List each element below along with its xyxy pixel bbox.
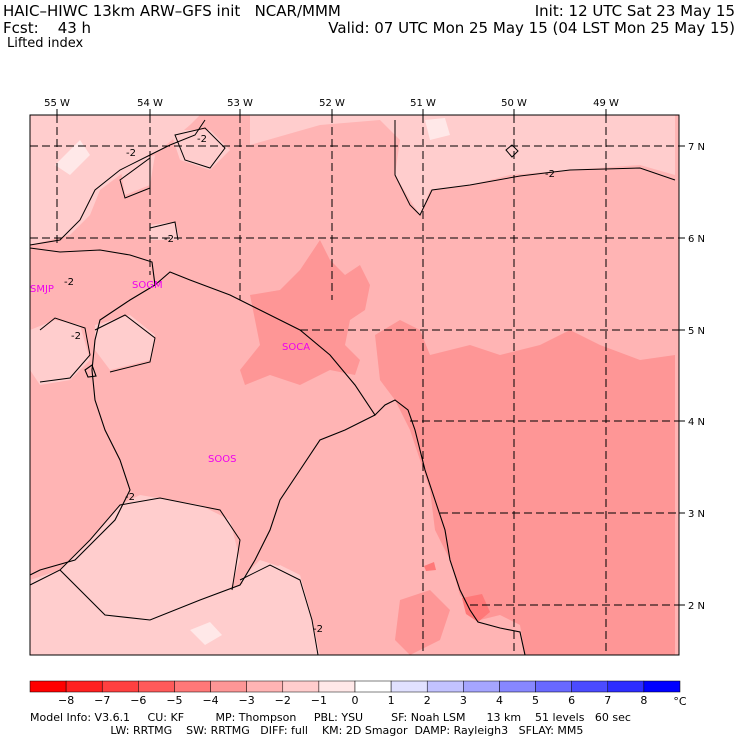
station-label: SMJP	[30, 284, 54, 295]
colorbar-tick-label: 1	[388, 694, 395, 707]
colorbar-tick-label: −2	[275, 694, 291, 707]
lat-label: 7 N	[688, 142, 705, 153]
colorbar-tick-label: −3	[239, 694, 255, 707]
lightest-regions	[55, 118, 450, 645]
contour-label: -2	[64, 277, 74, 288]
colorbar-swatch	[101, 680, 139, 693]
map-grid	[30, 115, 679, 655]
init-time: Init: 12 UTC Sat 23 May 15	[534, 2, 735, 20]
colorbar-tick-label: 2	[424, 694, 431, 707]
lat-label: 2 N	[688, 601, 705, 612]
colorbar-swatch	[571, 680, 609, 693]
forecast-hour: Fcst: 43 h	[3, 19, 92, 37]
contour-label: -2	[313, 624, 323, 635]
colorbar-unit: °C	[673, 695, 687, 708]
colorbar-swatch	[138, 680, 175, 693]
colorbar-swatch	[174, 680, 211, 693]
colorbar-swatch	[29, 680, 67, 693]
model-info-line2: LW: RRTMG SW: RRTMG DIFF: full KM: 2D Sm…	[30, 724, 584, 737]
model-info-line1: Model Info: V3.6.1 CU: KF MP: Thompson P…	[30, 711, 631, 724]
colorbar-tick-label: 3	[460, 694, 467, 707]
colorbar-swatch	[463, 680, 500, 693]
colorbar-tick-label: 8	[640, 694, 647, 707]
lon-label: 49 W	[593, 98, 619, 109]
colorbar-tick-label: −1	[311, 694, 327, 707]
contour-label: -2	[125, 492, 135, 503]
lat-label: 5 N	[688, 326, 705, 337]
coastline-borders	[29, 247, 526, 656]
colorbar-swatch	[246, 680, 284, 693]
field-name: Lifted index	[7, 36, 84, 51]
station-label: SOGM	[132, 280, 163, 291]
colorbar-tick-label: −4	[202, 694, 218, 707]
contour-label: -2	[71, 331, 81, 342]
colorbar-swatch	[210, 680, 247, 693]
lat-label: 3 N	[688, 509, 705, 520]
lon-label: 51 W	[410, 98, 436, 109]
valid-time: Valid: 07 UTC Mon 25 May 15 (04 LST Mon …	[328, 19, 735, 37]
lat-label: 6 N	[688, 234, 705, 245]
colorbar-swatch	[499, 680, 536, 693]
colorbar-swatch	[282, 680, 320, 693]
map-frame	[29, 114, 680, 656]
lon-label: 52 W	[319, 98, 345, 109]
colorbar-tick-label: −5	[166, 694, 182, 707]
lon-ticks	[56, 109, 607, 115]
model-title: HAIC–HIWC 13km ARW–GFS init NCAR/MMM	[3, 2, 341, 20]
colorbar-tick-label: −7	[94, 694, 110, 707]
lon-label: 55 W	[44, 98, 70, 109]
colorbar-swatch	[426, 680, 464, 693]
darkest-regions	[424, 562, 490, 622]
colorbar-swatch	[607, 680, 645, 693]
colorbar-swatch	[65, 680, 103, 693]
lat-label: 4 N	[688, 417, 705, 428]
colorbar-tick-label: 5	[532, 694, 539, 707]
colorbar	[29, 680, 681, 693]
lon-label: 53 W	[227, 98, 253, 109]
colorbar-tick-label: 6	[568, 694, 575, 707]
lon-label: 54 W	[137, 98, 163, 109]
contour-label: -2	[545, 169, 555, 180]
colorbar-tick-label: −8	[58, 694, 74, 707]
station-label: SOOS	[208, 454, 236, 465]
lat-ticks	[679, 145, 685, 606]
colorbar-tick-label: 0	[352, 694, 359, 707]
colorbar-swatch	[643, 680, 681, 693]
station-label: SOCA	[282, 342, 310, 353]
lon-label: 50 W	[501, 98, 527, 109]
colorbar-tick-label: 4	[496, 694, 503, 707]
colorbar-tick-labels: −8 −7 −6 −5 −4 −3 −2 −1 0 1 2 3 4 5 6 7 8	[58, 694, 647, 707]
contour-label: -2	[197, 134, 207, 145]
contour-label: -2	[164, 234, 174, 245]
colorbar-swatch	[535, 680, 572, 693]
colorbar-swatch	[318, 680, 356, 693]
colorbar-swatch	[354, 680, 392, 693]
contour-lines	[29, 119, 676, 656]
colorbar-tick-label: −6	[130, 694, 146, 707]
contour-label: -2	[126, 148, 136, 159]
dark-regions	[240, 240, 675, 655]
colorbar-tick-label: 7	[604, 694, 611, 707]
colorbar-swatch	[390, 680, 428, 693]
